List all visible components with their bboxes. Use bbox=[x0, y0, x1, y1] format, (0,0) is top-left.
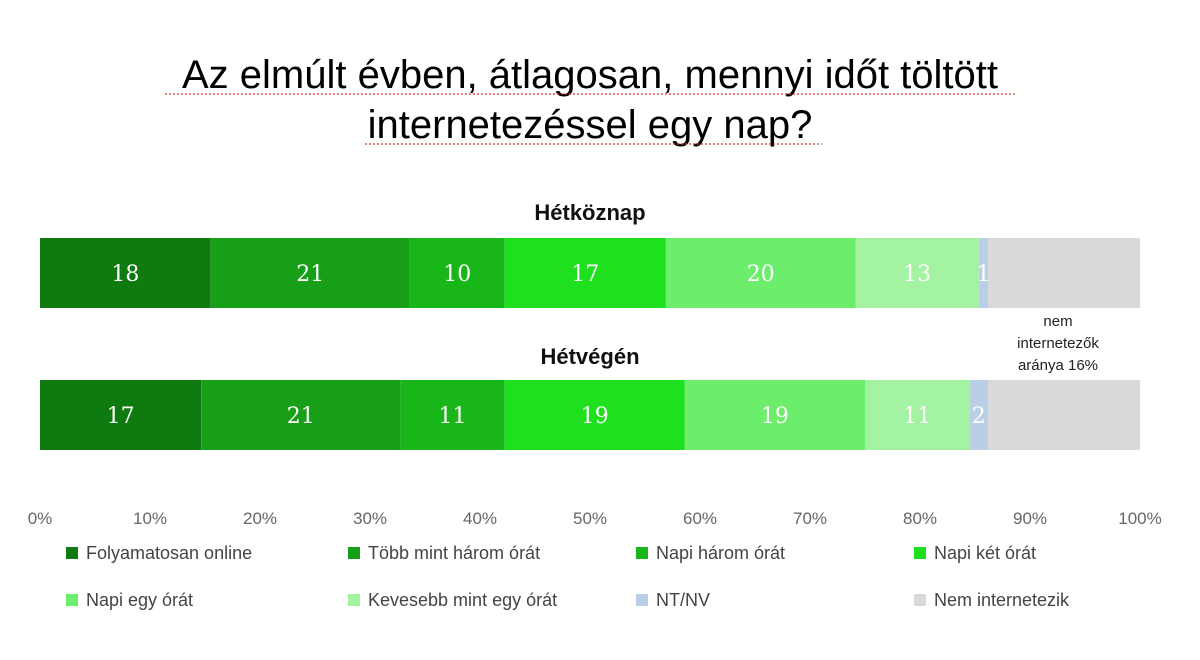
bar-segment-2-4 bbox=[504, 380, 685, 450]
chart-title-line-2: internetezéssel egy nap? bbox=[368, 103, 813, 147]
data-label-1-7: 1 bbox=[977, 262, 991, 287]
annotation-line-3: aránya 16% bbox=[1018, 357, 1098, 374]
data-label-1-6: 13 bbox=[903, 262, 931, 287]
x-tick-1: 10% bbox=[133, 509, 167, 528]
legend-label-8: Nem internetezik bbox=[934, 590, 1070, 610]
legend-swatch-7 bbox=[636, 594, 648, 606]
legend: Folyamatosan online Több mint három órát N… bbox=[66, 543, 1070, 610]
bar-segment-1-6 bbox=[855, 238, 979, 308]
bar-segment-2-5 bbox=[684, 380, 865, 450]
x-tick-3: 30% bbox=[353, 509, 387, 528]
bar-segment-1-8 bbox=[988, 238, 1140, 308]
x-tick-9: 90% bbox=[1013, 509, 1047, 528]
legend-swatch-1 bbox=[66, 547, 78, 559]
legend-swatch-8 bbox=[914, 594, 926, 606]
bar-segment-2-8 bbox=[988, 380, 1140, 450]
legend-label-2: Több mint három órát bbox=[368, 543, 540, 563]
legend-swatch-4 bbox=[914, 547, 926, 559]
legend-label-3: Napi három órát bbox=[656, 543, 785, 563]
data-label-2-2: 21 bbox=[287, 404, 315, 429]
chart-title-line-1: Az elmúlt évben, átlagosan, mennyi időt … bbox=[182, 53, 998, 97]
bar-segment-1-3 bbox=[409, 238, 505, 308]
legend-label-4: Napi két órát bbox=[934, 543, 1036, 563]
x-tick-10: 100% bbox=[1118, 509, 1161, 528]
legend-swatch-3 bbox=[636, 547, 648, 559]
legend-swatch-6 bbox=[348, 594, 360, 606]
group-label-hetkoznap: Hétköznap bbox=[534, 200, 645, 225]
bar-segment-2-6 bbox=[865, 380, 970, 450]
x-tick-2: 20% bbox=[243, 509, 277, 528]
x-axis-ticks: 0% 10% 20% 30% 40% 50% 60% 70% 80% 90% 100% bbox=[28, 509, 1162, 528]
legend-label-5: Napi egy órát bbox=[86, 590, 193, 610]
data-label-2-1: 17 bbox=[107, 404, 135, 429]
bar-segment-1-7 bbox=[978, 238, 989, 308]
legend-swatch-5 bbox=[66, 594, 78, 606]
data-label-2-6: 11 bbox=[903, 404, 931, 429]
x-tick-8: 80% bbox=[903, 509, 937, 528]
annotation-line-1: nem bbox=[1043, 313, 1072, 330]
x-tick-5: 50% bbox=[573, 509, 607, 528]
x-tick-6: 60% bbox=[683, 509, 717, 528]
bar-segment-2-1 bbox=[40, 380, 202, 450]
legend-label-1: Folyamatosan online bbox=[86, 543, 252, 563]
x-tick-0: 0% bbox=[28, 509, 53, 528]
annotation-line-2: internetezők bbox=[1017, 335, 1099, 352]
data-label-1-4: 17 bbox=[571, 262, 599, 287]
bar-segment-2-2 bbox=[201, 380, 401, 450]
bar-segment-2-3 bbox=[400, 380, 505, 450]
bar-segment-2-7 bbox=[969, 380, 989, 450]
data-label-1-2: 21 bbox=[296, 262, 324, 287]
spellcheck-underline bbox=[165, 93, 1015, 145]
data-label-2-5: 19 bbox=[761, 404, 789, 429]
bar-segment-1-5 bbox=[665, 238, 856, 308]
non-internet-annotation: nem internetezők aránya 16% bbox=[1017, 313, 1099, 374]
bar-area: 18 21 10 17 20 13 1 17 21 11 19 19 11 2 bbox=[40, 238, 1140, 450]
data-label-1-5: 20 bbox=[747, 262, 775, 287]
x-tick-7: 70% bbox=[793, 509, 827, 528]
data-label-1-1: 18 bbox=[111, 262, 139, 287]
bar-segment-1-1 bbox=[40, 238, 211, 308]
group-label-hetvegen: Hétvégén bbox=[540, 344, 639, 369]
legend-label-7: NT/NV bbox=[656, 590, 710, 610]
x-tick-4: 40% bbox=[463, 509, 497, 528]
data-label-2-7: 2 bbox=[972, 404, 986, 429]
chart-title: Az elmúlt évben, átlagosan, mennyi időt … bbox=[165, 53, 1015, 147]
data-label-2-3: 11 bbox=[439, 404, 467, 429]
data-label-1-3: 10 bbox=[443, 262, 471, 287]
data-label-2-4: 19 bbox=[581, 404, 609, 429]
bar-segment-1-2 bbox=[210, 238, 410, 308]
legend-label-6: Kevesebb mint egy órát bbox=[368, 590, 557, 610]
legend-swatch-2 bbox=[348, 547, 360, 559]
bar-segment-1-4 bbox=[504, 238, 666, 308]
